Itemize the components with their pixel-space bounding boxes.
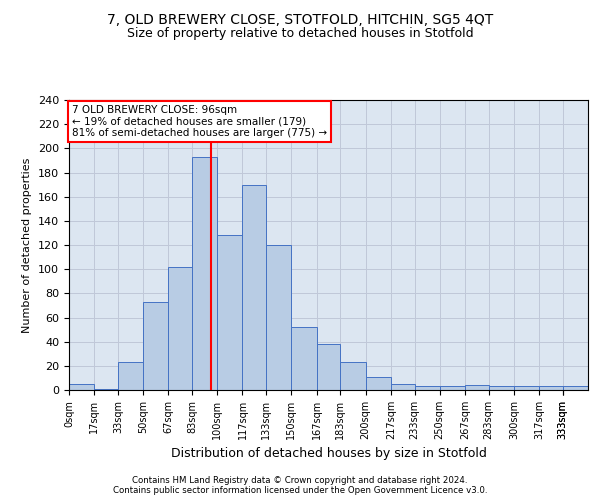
- Text: Size of property relative to detached houses in Stotfold: Size of property relative to detached ho…: [127, 28, 473, 40]
- Bar: [266, 245, 292, 390]
- Bar: [440, 386, 465, 390]
- Bar: [69, 384, 94, 390]
- Bar: [391, 384, 415, 390]
- Bar: [539, 386, 563, 390]
- Bar: [169, 267, 192, 390]
- Bar: [514, 386, 539, 390]
- Bar: [340, 362, 365, 390]
- Y-axis label: Number of detached properties: Number of detached properties: [22, 158, 32, 332]
- Bar: [192, 157, 217, 390]
- Bar: [317, 344, 340, 390]
- Text: 7 OLD BREWERY CLOSE: 96sqm
← 19% of detached houses are smaller (179)
81% of sem: 7 OLD BREWERY CLOSE: 96sqm ← 19% of deta…: [72, 105, 327, 138]
- Bar: [292, 327, 317, 390]
- Text: 7, OLD BREWERY CLOSE, STOTFOLD, HITCHIN, SG5 4QT: 7, OLD BREWERY CLOSE, STOTFOLD, HITCHIN,…: [107, 12, 493, 26]
- Bar: [217, 236, 242, 390]
- Bar: [242, 184, 266, 390]
- Bar: [365, 376, 391, 390]
- Bar: [118, 362, 143, 390]
- Bar: [563, 386, 588, 390]
- Bar: [94, 389, 118, 390]
- Bar: [488, 386, 514, 390]
- Bar: [415, 386, 440, 390]
- Bar: [465, 385, 488, 390]
- Bar: [143, 302, 169, 390]
- Text: Contains HM Land Registry data © Crown copyright and database right 2024.
Contai: Contains HM Land Registry data © Crown c…: [113, 476, 487, 495]
- Text: Distribution of detached houses by size in Stotfold: Distribution of detached houses by size …: [171, 448, 487, 460]
